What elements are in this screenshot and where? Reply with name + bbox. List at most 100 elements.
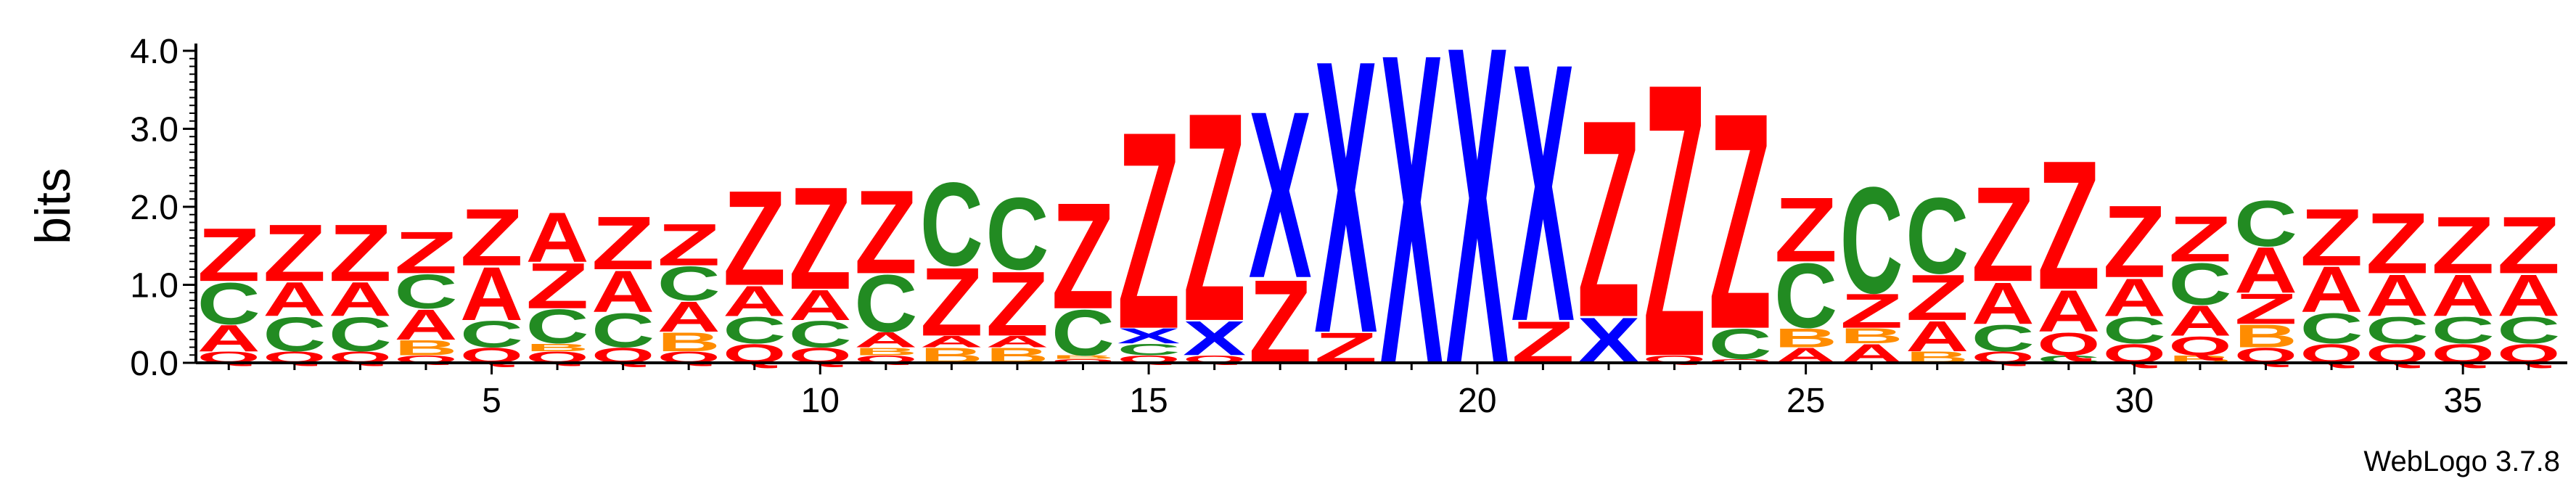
logo-letter-Z: Z	[591, 201, 655, 285]
logo-letter-Q: Q	[1051, 358, 1115, 364]
logo-letter-Z: Z	[329, 208, 392, 299]
logo-letter-X: X	[1511, 0, 1575, 398]
logo-letter-Q: Q	[2037, 326, 2100, 362]
logo-letter-C: C	[985, 176, 1049, 292]
logo-letter-A: A	[789, 281, 852, 329]
logo-letter-Z: Z	[2432, 200, 2495, 291]
logo-letter-Z: Z	[2497, 200, 2560, 291]
logo-letter-Z: Z	[1643, 3, 1706, 438]
logo-letter-C: C	[1117, 340, 1181, 358]
logo-letter-C: C	[1906, 175, 1969, 296]
logo-letter-A: A	[723, 277, 786, 326]
logo-letter-A: A	[985, 333, 1049, 351]
logo-letter-A: A	[197, 317, 261, 360]
logo-letter-Z: Z	[1709, 49, 1772, 394]
logo-letter-C: C	[1709, 320, 1772, 369]
logo-letter-Z: Z	[985, 253, 1049, 356]
x-tick-label: 5	[482, 382, 501, 420]
logo-letter-C: C	[2168, 250, 2231, 317]
logo-column-17: ZX	[1249, 62, 1312, 389]
logo-letter-B: B	[394, 335, 457, 359]
logo-letter-C: C	[2366, 309, 2429, 352]
logo-letter-A: A	[657, 293, 721, 342]
logo-letter-X: X	[1117, 324, 1181, 348]
logo-column-19: X	[1380, 0, 1444, 457]
logo-letter-Z: Z	[1906, 261, 1969, 334]
logo-letter-Z: Z	[723, 163, 786, 314]
logo-letter-Z: Z	[263, 208, 326, 299]
logo-letter-A: A	[1972, 270, 2035, 337]
logo-letter-Z: Z	[1577, 61, 1640, 376]
logo-letter-X: X	[1380, 0, 1444, 457]
logo-letter-Z: Z	[1774, 178, 1837, 281]
logo-letter-C: C	[591, 303, 655, 358]
x-tick-label: 15	[1129, 382, 1168, 420]
x-tick-label: 25	[1787, 382, 1825, 420]
logo-letter-C: C	[2103, 309, 2166, 352]
logo-letter-A: A	[920, 333, 983, 351]
y-tick-label: 4.0	[130, 33, 179, 71]
logo-letter-Z: Z	[920, 248, 983, 357]
logo-letter-C: C	[394, 264, 457, 319]
logo-letter-A: A	[263, 272, 326, 327]
logo-letter-A: A	[2300, 254, 2363, 327]
logo-letter-Q: Q	[2168, 331, 2231, 361]
logo-letter-C: C	[2234, 188, 2297, 261]
x-tick-label: 35	[2443, 382, 2482, 420]
logo-column-24: QCZ	[1709, 49, 1772, 394]
weblogo-credit: WebLogo 3.7.8	[2363, 446, 2560, 477]
logo-letter-C: C	[854, 258, 917, 349]
y-axis-label: bits	[25, 168, 81, 245]
y-tick-label: 2.0	[130, 189, 179, 227]
logo-letter-C: C	[329, 307, 392, 361]
logo-letter-Z: Z	[2366, 194, 2429, 292]
logo-letter-B: B	[1840, 324, 1903, 348]
logo-letter-B: B	[1774, 323, 1837, 353]
y-tick-label: 3.0	[130, 111, 179, 149]
logo-letter-Z: Z	[394, 219, 457, 286]
logo-letter-A: A	[2366, 262, 2429, 329]
logo-letter-X: X	[1445, 0, 1509, 459]
logo-letter-A: A	[329, 272, 392, 327]
logo-letter-C: C	[2432, 309, 2495, 352]
logo-letter-C: C	[1840, 157, 1903, 326]
logo-letter-Z: Z	[1051, 171, 1115, 340]
logo-column-20: X	[1445, 0, 1509, 459]
logo-letter-Z: Z	[2037, 122, 2100, 328]
logo-letter-C: C	[263, 307, 326, 361]
logo-letter-Z: Z	[460, 192, 523, 283]
logo-letter-C: C	[1972, 317, 2035, 360]
x-tick-label: 30	[2115, 382, 2154, 420]
logo-letter-C: C	[197, 270, 261, 337]
logo-column-23: QZ	[1643, 3, 1706, 438]
logo-letter-Z: Z	[2168, 203, 2231, 276]
logo-letter-C: C	[657, 256, 721, 311]
logo-letter-A: A	[2168, 297, 2231, 345]
logo-letter-Z: Z	[1840, 284, 1903, 338]
logo-letter-X: X	[1183, 311, 1246, 365]
logo-letter-A: A	[2432, 262, 2495, 329]
y-tick-label: 0.0	[130, 345, 179, 383]
logo-column-18: ZX	[1314, 0, 1378, 414]
letter-stacks: QACZQCAZQCAZQBACZQCAZQBCZAQCAZQBACZQCAZQ…	[197, 0, 2560, 459]
x-tick-label: 10	[801, 382, 840, 420]
